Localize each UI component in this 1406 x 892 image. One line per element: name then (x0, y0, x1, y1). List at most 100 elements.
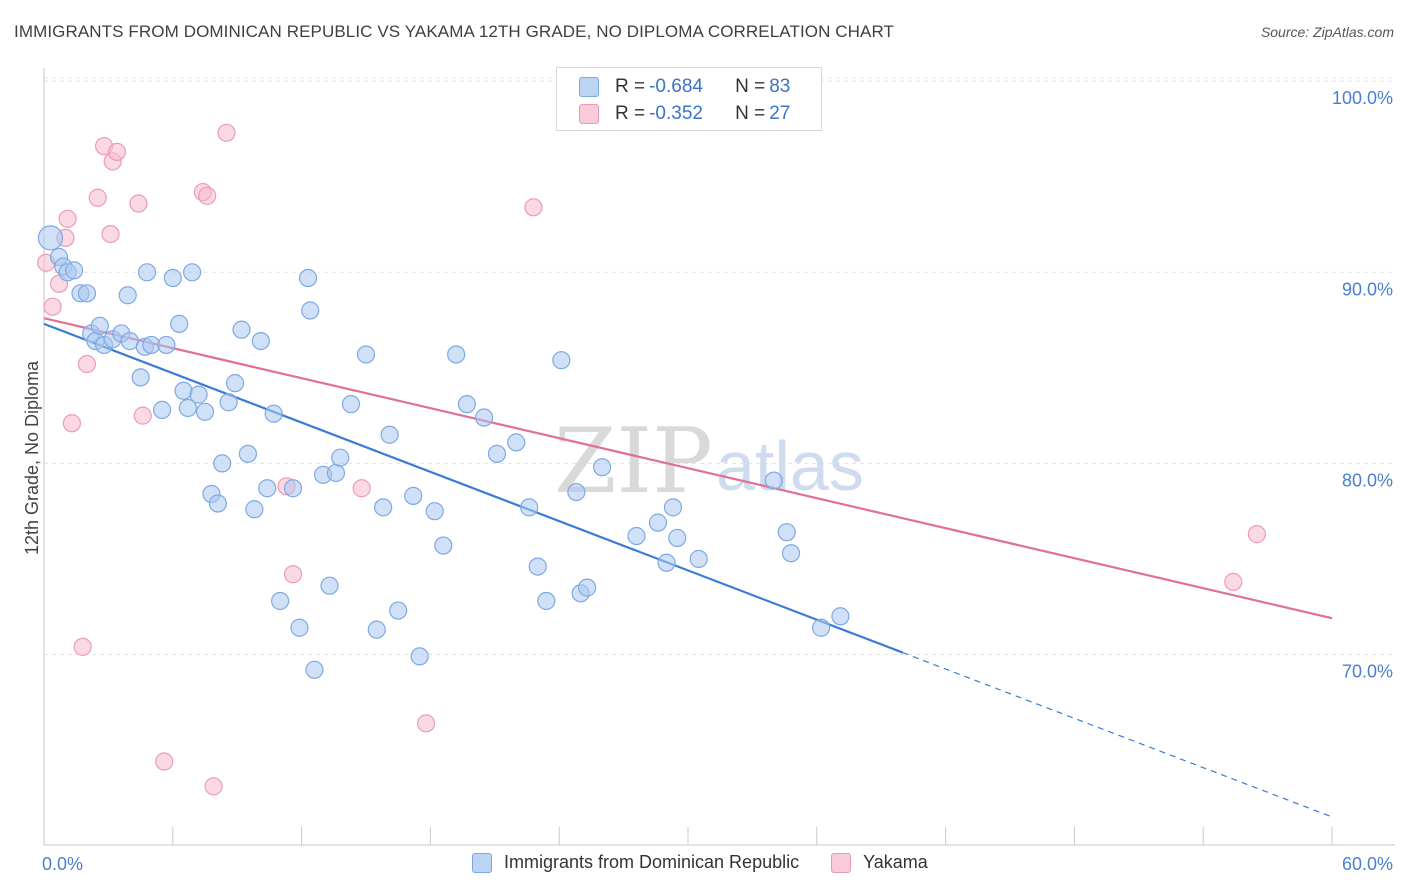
point-dominican (225, 374, 245, 393)
point-dominican (326, 463, 346, 483)
point-dominican (578, 578, 597, 597)
point-dominican (137, 263, 157, 282)
y-tick-label: 80.0% (1342, 470, 1393, 490)
x-tick-label: 60.0% (1342, 854, 1393, 874)
point-dominican (425, 502, 444, 521)
point-dominican (781, 544, 801, 563)
point-dominican (251, 331, 270, 351)
point-dominican (178, 398, 197, 418)
bottom-legend-swatch-blue (472, 852, 492, 873)
point-dominican (264, 404, 283, 423)
point-dominican (90, 316, 109, 335)
point-dominican (213, 454, 232, 473)
point-yakama (1247, 525, 1266, 544)
point-dominican (258, 479, 277, 498)
tick-labels: 70.0% 80.0% 90.0% 100.0% 0.0% 60.0% (42, 88, 1393, 874)
legend-n-label: N = (735, 76, 766, 97)
point-dominican (283, 479, 303, 498)
point-dominican (457, 395, 476, 414)
point-dominican (271, 591, 290, 611)
point-dominican (627, 526, 646, 546)
legend-r-value: -0.352 (649, 103, 703, 124)
legend-swatch-blue (579, 77, 599, 97)
points (37, 123, 1266, 796)
point-yakama (217, 123, 236, 142)
point-yakama (1224, 572, 1243, 591)
point-dominican (593, 458, 612, 477)
point-dominican (189, 385, 208, 404)
point-dominican (238, 444, 258, 463)
legend-n-label: N = (735, 103, 766, 124)
bottom-legend-series1: Immigrants from Dominican Republic (504, 852, 800, 872)
point-dominican (157, 335, 176, 355)
point-dominican (831, 607, 850, 626)
point-dominican (232, 320, 251, 339)
point-yakama (62, 414, 82, 433)
point-dominican (305, 660, 324, 679)
watermark-atlas: atlas (716, 427, 864, 505)
point-yakama (198, 186, 217, 205)
bottom-legend: Immigrants from Dominican Republic Yakam… (472, 852, 928, 873)
point-dominican (528, 557, 547, 576)
x-tick-label: 0.0% (42, 854, 83, 874)
legend-row-pink: R = -0.352 N = 27 (579, 102, 790, 126)
legend: R = -0.684 N = 83 R = -0.352 N = 27 (556, 67, 822, 131)
legend-row-blue: R = -0.684 N = 83 (579, 75, 790, 99)
point-yakama (524, 198, 543, 217)
legend-r-label: R = (615, 103, 646, 124)
legend-r-value: -0.684 (649, 76, 703, 97)
point-dominican (657, 553, 676, 572)
point-yakama (133, 406, 152, 425)
point-dominican (64, 261, 84, 280)
point-dominican (811, 618, 831, 637)
trend-lines (43, 317, 1333, 818)
point-yakama (204, 777, 223, 796)
point-yakama (43, 297, 62, 316)
y-tick-label: 100.0% (1332, 88, 1393, 108)
point-dominican (552, 351, 571, 370)
point-dominican (410, 647, 429, 666)
point-yakama (107, 142, 127, 162)
point-dominican (301, 301, 320, 320)
point-yakama (88, 188, 107, 207)
point-dominican (404, 486, 423, 505)
y-tick-label: 90.0% (1342, 279, 1393, 299)
point-dominican (174, 381, 193, 400)
point-dominican (152, 400, 172, 419)
point-dominican (170, 314, 189, 333)
axes (43, 68, 1395, 846)
point-yakama (417, 714, 436, 733)
point-dominican (356, 345, 376, 364)
point-dominican (663, 498, 683, 517)
y-axis-label: 12th Grade, No Diploma (22, 360, 42, 555)
point-dominican (380, 425, 399, 444)
point-dominican (567, 482, 586, 502)
point-dominican (341, 395, 361, 414)
point-dominican (163, 268, 182, 288)
point-yakama (73, 637, 92, 656)
point-dominican (434, 536, 453, 555)
trend-line-blue-extension (902, 652, 1333, 818)
point-dominican (668, 528, 687, 548)
chart-source: Source: ZipAtlas.com (1260, 24, 1394, 40)
point-dominican (118, 286, 137, 305)
point-dominican (208, 494, 227, 513)
trend-line-pink (43, 317, 1333, 620)
bottom-legend-swatch-pink (831, 852, 852, 873)
point-dominican (195, 402, 215, 421)
legend-swatch-pink (579, 104, 599, 124)
point-yakama (101, 224, 120, 244)
point-dominican (648, 513, 668, 532)
point-dominican (474, 408, 494, 427)
point-yakama (77, 354, 97, 374)
point-dominican (764, 471, 783, 490)
point-dominican (245, 500, 264, 519)
point-dominican (77, 284, 97, 303)
point-dominican (507, 433, 526, 452)
point-yakama (283, 565, 303, 584)
point-dominican (131, 368, 150, 387)
legend-n-value: 83 (769, 76, 791, 97)
point-dominican (320, 576, 339, 595)
chart-title: IMMIGRANTS FROM DOMINICAN REPUBLIC VS YA… (14, 22, 895, 41)
